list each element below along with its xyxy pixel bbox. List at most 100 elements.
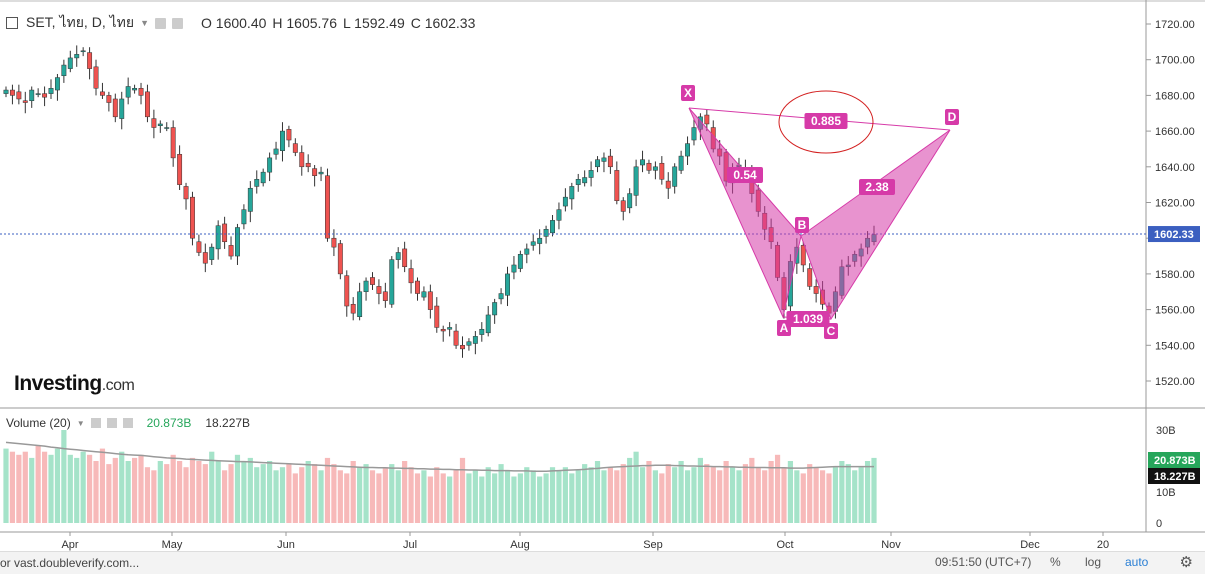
candle-body	[402, 248, 408, 268]
candle-body	[112, 98, 118, 118]
clock: 09:51:50 (UTC+7)	[935, 555, 1032, 569]
candle-body	[196, 241, 202, 253]
pattern-point-a: A	[780, 321, 789, 335]
volume-bar	[22, 451, 28, 523]
volume-bar	[202, 464, 208, 523]
volume-bar	[86, 454, 93, 523]
volume-bar	[479, 476, 485, 523]
candle-body	[434, 305, 440, 328]
candle-body	[627, 193, 633, 209]
candle-body	[267, 157, 273, 173]
candle-body	[395, 252, 401, 260]
candle-body	[685, 143, 690, 157]
pattern-ratio-label-bg	[727, 167, 763, 183]
candle-body	[222, 223, 228, 243]
pattern-xab-triangle	[688, 107, 802, 319]
candle-body	[485, 314, 491, 334]
candle-body	[665, 180, 671, 189]
candle-body	[299, 152, 305, 168]
volume-bar	[665, 464, 671, 523]
pattern-ratio-label-bg	[804, 113, 848, 129]
symbol-label[interactable]: SET, ไทย, D, ไทย	[26, 14, 135, 30]
log-button[interactable]: log	[1085, 555, 1102, 569]
candle-body	[260, 171, 266, 184]
volume-bar	[350, 461, 356, 523]
close-icon[interactable]	[122, 418, 133, 428]
candle-body	[479, 328, 485, 335]
volume-bar	[196, 461, 202, 523]
visibility-icon[interactable]	[155, 17, 166, 29]
candle-body	[337, 243, 343, 275]
settings-icon[interactable]	[106, 418, 117, 428]
visibility-icon[interactable]	[90, 418, 101, 428]
candle-body	[582, 177, 588, 184]
candle-body	[16, 91, 22, 100]
candle-body	[569, 186, 575, 200]
volume-bar	[498, 464, 504, 523]
candle-body	[286, 129, 292, 141]
volume-bar	[659, 473, 665, 523]
price-tick-label: 1700.00	[1155, 55, 1195, 67]
volume-bar	[222, 470, 228, 523]
candle-body	[460, 345, 465, 350]
pattern-point-x: X	[684, 86, 692, 100]
candle-body	[254, 179, 260, 187]
volume-bar	[112, 457, 118, 523]
volume-bar	[299, 467, 305, 523]
settings-icon[interactable]	[172, 17, 183, 29]
candle-body	[678, 155, 684, 171]
candle-body	[325, 175, 330, 239]
candle-body	[517, 254, 523, 269]
candle-body	[305, 162, 311, 168]
volume-bar	[588, 467, 594, 523]
volume-bar	[16, 454, 22, 523]
candle-body	[145, 91, 150, 118]
volume-bar	[395, 470, 401, 523]
candle-body	[292, 143, 298, 153]
candle-body	[170, 127, 176, 159]
volume-label[interactable]: Volume (20)	[6, 416, 71, 430]
candle-body	[511, 264, 517, 273]
price-tick-label: 1720.00	[1155, 19, 1195, 31]
candle-body	[273, 148, 279, 155]
time-tick-label: 20	[1097, 539, 1109, 551]
volume-bar	[781, 467, 787, 523]
pattern-ratio-label-bg	[786, 311, 830, 327]
candle-body	[620, 200, 626, 212]
candle-body	[492, 302, 498, 316]
price-tick-label: 1620.00	[1155, 198, 1195, 210]
chevron-down-icon[interactable]: ▼	[76, 418, 85, 428]
volume-bar	[273, 470, 279, 523]
collapse-icon[interactable]	[6, 17, 18, 29]
candle-body	[331, 237, 337, 248]
volume-bar	[852, 470, 858, 523]
time-tick-label: Jul	[403, 539, 417, 551]
volume-bar	[312, 464, 318, 523]
volume-bar	[504, 470, 511, 523]
chart-canvas[interactable]: 1520.001540.001560.001580.001600.001620.…	[0, 0, 1205, 551]
volume-bar	[569, 473, 575, 523]
percent-button[interactable]: %	[1050, 555, 1061, 569]
pattern-point-c: C	[827, 324, 836, 338]
volume-bar	[639, 467, 646, 523]
price-tick-label: 1580.00	[1155, 269, 1195, 281]
auto-button[interactable]: auto	[1125, 555, 1149, 569]
candle-body	[3, 89, 9, 94]
volume-bar	[440, 473, 446, 523]
candle-body	[800, 245, 806, 266]
low-value: L 1592.49	[343, 15, 405, 31]
pattern-ratio-label: 0.885	[811, 114, 841, 128]
volume-bar	[144, 467, 151, 523]
candle-body	[691, 127, 697, 141]
volume-bar	[723, 461, 729, 523]
volume-bar	[157, 461, 163, 523]
volume-bar	[447, 476, 453, 523]
candle-body	[22, 100, 28, 103]
status-url: or vast.doubleverify.com...	[0, 556, 140, 570]
chevron-down-icon[interactable]: ▼	[140, 18, 149, 28]
volume-bar	[633, 451, 639, 523]
candle-body	[125, 86, 131, 98]
annotation-ellipse	[778, 90, 874, 154]
volume-bar	[35, 445, 41, 523]
gear-icon[interactable]: ⚙	[1179, 554, 1193, 571]
